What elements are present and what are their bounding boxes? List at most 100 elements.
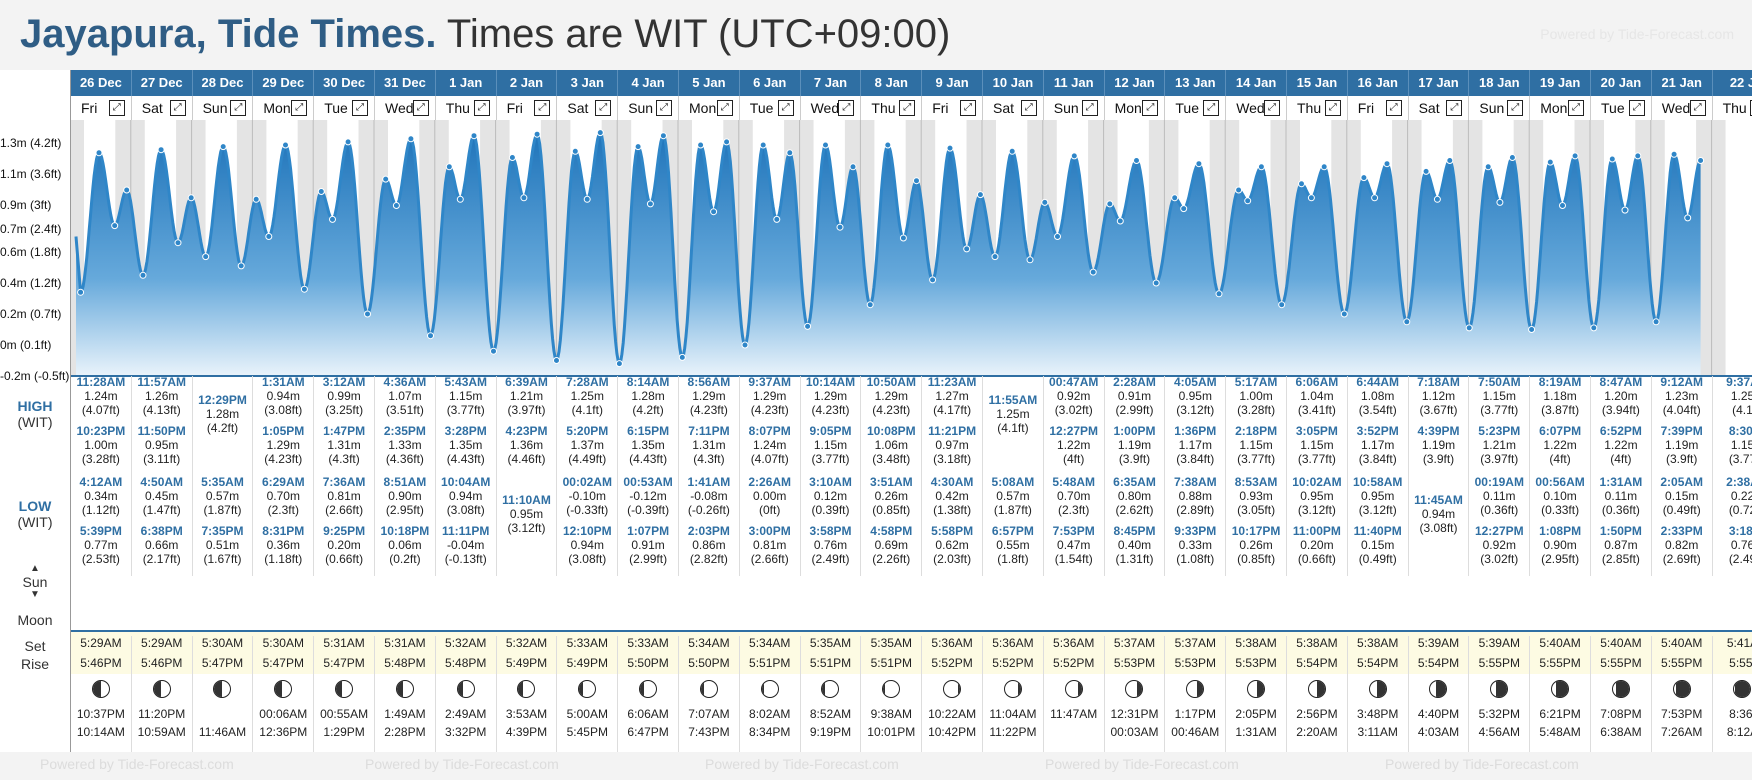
- tide-time: 00:53AM: [623, 475, 673, 489]
- sun-cell: 5:39AM 5:55PM: [1468, 636, 1529, 674]
- tide-height-ft: (3.28ft): [1237, 403, 1276, 417]
- tide-height-ft: (2.03ft): [933, 552, 972, 566]
- expand-icon[interactable]: ⤢: [959, 100, 976, 116]
- tide-height-ft: (3.08ft): [446, 503, 485, 517]
- high-tide-entry: 11:55AM 1.25m (4.1ft): [983, 394, 1043, 436]
- expand-icon[interactable]: ⤢: [716, 100, 733, 116]
- rise-label: Rise: [0, 656, 70, 672]
- expand-icon[interactable]: ⤢: [230, 100, 247, 116]
- low-tide-entry: 4:58PM 0.69m (2.26ft): [861, 525, 921, 567]
- tide-time: 5:58PM: [931, 524, 974, 538]
- moon-cell: 2:56PM 2:20AM: [1286, 674, 1347, 752]
- moonrise-time: 5:48AM: [1539, 725, 1581, 739]
- expand-icon[interactable]: ⤢: [655, 100, 672, 116]
- tide-height-m: 0.47m: [1057, 538, 1091, 552]
- tide-height-m: 0.26m: [1239, 538, 1273, 552]
- weekday-label: Mon: [1540, 100, 1568, 116]
- moon-text: Moon: [17, 612, 53, 628]
- expand-icon[interactable]: ⤢: [1263, 100, 1280, 116]
- expand-icon[interactable]: ⤢: [291, 100, 308, 116]
- moon-cell: 2:49AM 3:32PM: [434, 674, 496, 752]
- tide-time: 3:12AM: [322, 375, 366, 389]
- sunrise-time: 5:38AM: [1357, 636, 1399, 650]
- expand-icon[interactable]: ⤢: [412, 100, 429, 116]
- tide-height-ft: (2.3ft): [1058, 503, 1090, 517]
- low-tide-entry: 9:25PM 0.20m (0.66ft): [314, 525, 374, 567]
- high-tide-point: [1383, 160, 1391, 168]
- tide-height-ft: (2.62ft): [1115, 503, 1154, 517]
- expand-icon[interactable]: ⤢: [169, 100, 186, 116]
- expand-icon[interactable]: ⤢: [1446, 100, 1463, 116]
- low-tide-point: [1054, 233, 1061, 240]
- low-tide-entry: 11:45AM 0.94m (3.08ft): [1409, 494, 1469, 536]
- weekday-label: Sun: [628, 100, 654, 116]
- tide-time: 7:11PM: [688, 424, 730, 438]
- moonrise-time: 8:34PM: [749, 725, 791, 739]
- moonrise-time: 2:28PM: [384, 725, 426, 739]
- expand-icon[interactable]: ⤢: [1324, 100, 1341, 116]
- moon-phase-icon: [1064, 680, 1083, 698]
- expand-icon[interactable]: ⤢: [1507, 100, 1524, 116]
- sunrise-time: 5:34AM: [688, 636, 730, 650]
- sun-arrow-icon: ▲: [30, 563, 40, 574]
- sunset-time: 5:51PM: [749, 656, 791, 670]
- sunset-time: 5:54PM: [1357, 656, 1399, 670]
- weekday-cell: Wed ⤢: [1225, 96, 1286, 120]
- tide-time: 1:00PM: [1113, 424, 1156, 438]
- expand-icon[interactable]: ⤢: [1567, 100, 1584, 116]
- moon-shadow: [1376, 681, 1386, 697]
- moon-cell: 3:53AM 4:39PM: [495, 674, 557, 752]
- tide-height-m: 0.57m: [996, 489, 1030, 503]
- high-tide-entry: 1:05PM 1.29m (4.23ft): [253, 425, 313, 467]
- moon-shadow: [1197, 681, 1204, 697]
- low-tide-entry: 1:41AM -0.08m (-0.26ft): [679, 476, 739, 518]
- high-tide-point: [252, 195, 260, 203]
- high-tide-point: [344, 138, 352, 146]
- low-tide-entry: 6:35AM 0.80m (2.62ft): [1105, 476, 1165, 518]
- sunset-time: 5:53PM: [1174, 656, 1216, 670]
- moonset-time: 10:37PM: [76, 707, 125, 721]
- tide-height-m: 0.33m: [1178, 538, 1212, 552]
- expand-icon[interactable]: ⤢: [1750, 100, 1752, 116]
- tide-height-ft: (4.17ft): [933, 403, 972, 417]
- expand-icon[interactable]: ⤢: [777, 100, 794, 116]
- low-tide-entry: 7:38AM 0.88m (2.89ft): [1165, 476, 1225, 518]
- moonset-time: 11:04AM: [989, 707, 1037, 721]
- high-tide-entry: 9:37A1.25(4.1: [1713, 376, 1752, 418]
- tide-time: 3:52PM: [1356, 424, 1399, 438]
- tide-time: 7:53PM: [1052, 524, 1095, 538]
- expand-icon[interactable]: ⤢: [351, 100, 368, 116]
- low-tide-point: [427, 332, 434, 340]
- expand-icon[interactable]: ⤢: [838, 100, 855, 116]
- expand-icon[interactable]: ⤢: [1081, 100, 1098, 116]
- sunrise-time: 5:35AM: [809, 636, 852, 650]
- expand-icon[interactable]: ⤢: [1385, 100, 1402, 116]
- tide-height-ft: (0ft): [759, 503, 781, 517]
- sun-cell: 5:32AM 5:49PM: [495, 636, 557, 674]
- moon-shadow: [1436, 681, 1447, 697]
- expand-icon[interactable]: ⤢: [1020, 100, 1037, 116]
- tide-height-m: 1.17m: [1361, 438, 1395, 452]
- sun-cell: 5:32AM 5:48PM: [434, 636, 496, 674]
- tide-height-ft: (3.77ft): [1297, 452, 1336, 466]
- expand-icon[interactable]: ⤢: [899, 100, 916, 116]
- expand-icon[interactable]: ⤢: [1142, 100, 1159, 116]
- tide-height-m: 1.35m: [449, 438, 483, 452]
- expand-icon[interactable]: ⤢: [1628, 100, 1645, 116]
- expand-icon[interactable]: ⤢: [595, 100, 612, 116]
- expand-icon[interactable]: ⤢: [108, 100, 125, 116]
- high-tide-entry: 8:30I1.15(3.77: [1713, 425, 1752, 467]
- expand-icon[interactable]: ⤢: [473, 100, 490, 116]
- low-tide-entry: 3:58PM 0.76m (2.49ft): [801, 525, 861, 567]
- date-header: 4 Jan: [617, 70, 678, 96]
- expand-icon[interactable]: ⤢: [1689, 100, 1706, 116]
- tide-height-m: 0.77m: [84, 538, 118, 552]
- expand-icon[interactable]: ⤢: [534, 100, 551, 116]
- tide-time: 2:03PM: [687, 524, 730, 538]
- high-tide-point: [1171, 194, 1179, 202]
- low-tide-point: [1684, 214, 1692, 222]
- expand-icon[interactable]: ⤢: [1203, 100, 1220, 116]
- tide-time: 11:40PM: [1353, 524, 1402, 538]
- sunset-time: 5:52PM: [1053, 656, 1095, 670]
- low-tide-point: [174, 239, 182, 247]
